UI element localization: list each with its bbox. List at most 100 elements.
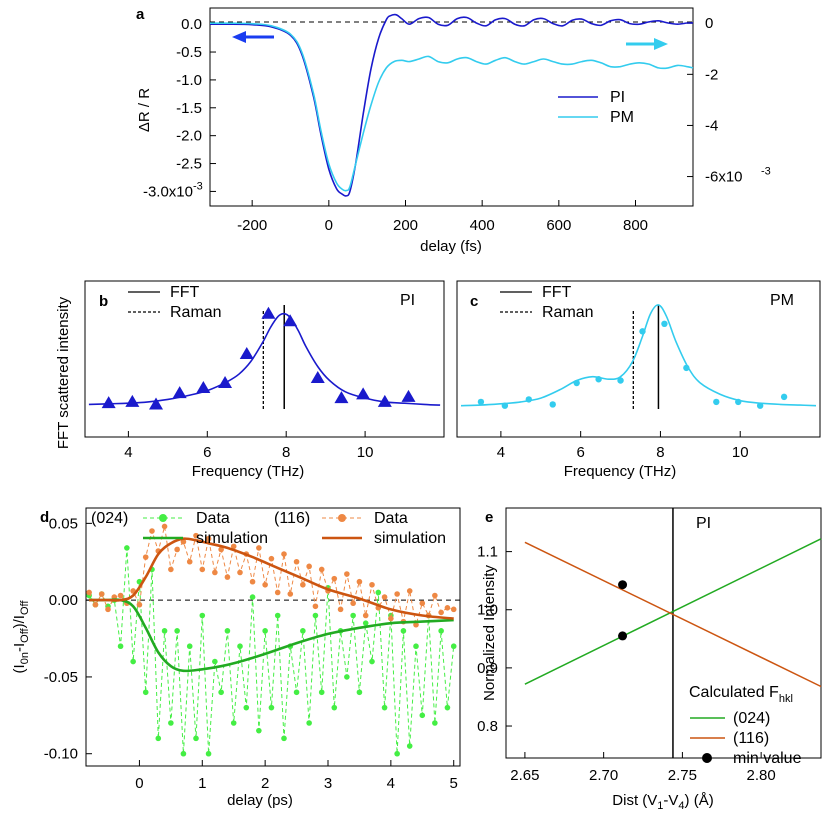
e-ytick-label: 1.1: [477, 544, 498, 561]
e-xtick-label: 2.65: [510, 767, 539, 784]
d-data-point: [444, 704, 451, 711]
d-data-point: [419, 600, 426, 607]
a-ytick-left-label: -2.0: [176, 128, 202, 145]
d-data-point: [224, 628, 231, 634]
d-ytick-label: -0.05: [44, 669, 78, 686]
d-data-point: [174, 628, 180, 634]
data-point: [196, 381, 211, 394]
data-point: [780, 393, 788, 401]
d-data-point: [224, 574, 231, 580]
panel-b-annotation: PI: [400, 292, 415, 309]
d-data-point: [406, 743, 413, 749]
panel-d: d 0 1 2 3 4 5 0.05 0.00 -0.05 -0.10 (024) Data si…: [11, 507, 461, 809]
d-data-point: [331, 704, 338, 711]
panel-d-legend-data-024: Data: [196, 510, 230, 527]
d-data-point: [193, 532, 199, 539]
d-data-point: [237, 569, 243, 576]
d-xtick-label: 3: [324, 775, 332, 792]
d-data-point: [438, 628, 444, 634]
d-data-point: [218, 689, 224, 696]
data-point: [501, 402, 509, 409]
d-data-point: [388, 615, 394, 622]
d-xtick-label: 4: [387, 775, 395, 792]
d-data-point: [350, 600, 356, 607]
d-data-point: [149, 528, 155, 534]
data-point: [639, 328, 646, 335]
a-ytick-left-label: -1.0: [176, 72, 202, 89]
data-point: [756, 402, 764, 409]
e-ytick-label: 0.8: [477, 718, 498, 735]
data-point: [661, 320, 668, 327]
panel-b: b 4 6 8 10 FFT Raman PI Frequency (THz) FFT…: [55, 280, 445, 480]
a-ytick-right-label: -4: [705, 117, 718, 134]
d-data-point: [262, 628, 268, 634]
data-point: [218, 376, 233, 389]
a-ytick-right-label: -2: [705, 66, 718, 83]
d-data-point: [381, 704, 388, 711]
panel-a-lines: [209, 13, 694, 197]
d-data-point: [381, 594, 388, 600]
d-data-point: [180, 538, 187, 545]
d-data-point: [432, 720, 438, 726]
d-data-point: [406, 588, 413, 594]
d-xtick-label: 0: [135, 775, 143, 792]
panel-e-y-label: Normalized Intensity: [481, 565, 498, 701]
d-data-point: [262, 581, 268, 588]
d-data-point: [306, 720, 312, 726]
d-data-point: [362, 620, 369, 626]
d-data-point: [237, 643, 243, 650]
d-data-point: [98, 591, 105, 597]
d-data-point: [318, 689, 325, 696]
d-data-point: [117, 643, 124, 650]
d-data-point: [243, 704, 250, 711]
fit-curve: [460, 304, 817, 407]
panel-c-legend: FFT Raman: [500, 284, 594, 321]
panel-c-annotation: PM: [770, 292, 794, 309]
d-data-point: [318, 566, 325, 573]
xtick-label: 10: [357, 444, 374, 461]
a-ytick-left-label: -3.0x10: [143, 183, 193, 200]
panel-b-legend: FFT Raman: [128, 284, 222, 321]
d-data-point: [199, 612, 206, 619]
d-data-point: [300, 581, 306, 588]
a-ytick-left-label: 0.0: [181, 16, 202, 33]
panel-e-legend-024: (024): [733, 710, 770, 727]
d-data-point: [193, 735, 199, 742]
right-axis-arrow-icon: [626, 38, 668, 50]
panel-d-legend-data-116: Data: [374, 510, 408, 527]
e-series-line: [524, 538, 822, 685]
d-data-point: [281, 735, 287, 742]
d-data-point: [337, 606, 344, 613]
d-simulation-line: [89, 537, 454, 620]
e-min-value-point: [618, 580, 628, 590]
a-xtick-label: 200: [393, 217, 418, 234]
data-point: [617, 377, 624, 384]
a-ytick-right-exponent: -3: [761, 166, 771, 178]
d-data-point: [268, 555, 275, 562]
e-xtick-label: 2.70: [589, 767, 618, 784]
d-data-point: [287, 591, 294, 597]
panel-e-legend-title: Calculated Fhkl: [689, 684, 793, 705]
panel-d-frame: [85, 507, 461, 767]
d-data-point: [168, 720, 174, 726]
d-data-point: [450, 643, 457, 650]
d-data-point: [161, 523, 168, 530]
panel-d-legend-sim-116: simulation: [374, 530, 446, 547]
d-data-point: [212, 658, 218, 665]
data-point: [735, 398, 742, 406]
xtick-label: 4: [124, 444, 132, 461]
d-data-point: [394, 750, 400, 757]
xtick-label: 8: [656, 444, 664, 461]
data-point: [377, 394, 392, 407]
data-point: [310, 370, 325, 383]
d-data-point: [117, 592, 124, 599]
d-data-point: [256, 545, 262, 551]
legend-pm: PM: [610, 109, 634, 126]
data-point: [713, 398, 720, 406]
d-xtick-label: 1: [198, 775, 206, 792]
panel-c-plot: 4 6 8 10: [460, 304, 817, 461]
panel-a-y-label: ΔR / R: [136, 88, 153, 132]
a-xtick-label: 0: [325, 217, 333, 234]
panel-c-x-label: Frequency (THz): [564, 463, 677, 480]
d-data-point: [312, 603, 319, 610]
